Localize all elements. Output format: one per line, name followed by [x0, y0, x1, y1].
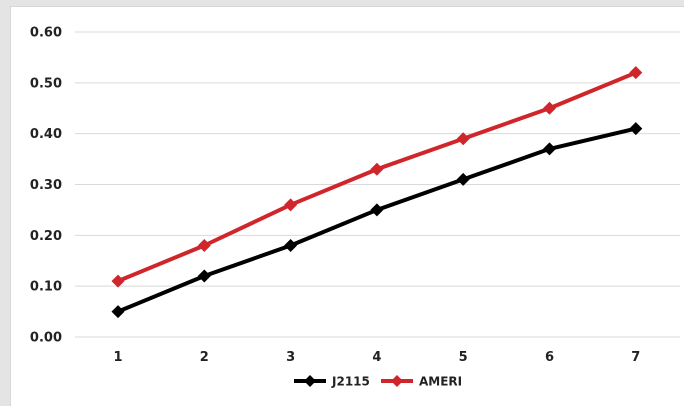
x-tick-label: 2	[200, 350, 209, 365]
x-tick-label: 5	[459, 350, 468, 365]
x-tick-label: 7	[631, 350, 640, 365]
series-lines	[111, 66, 643, 319]
legend-item-ameri: AMERI	[381, 375, 462, 389]
series-j2115	[111, 122, 643, 319]
legend-label: AMERI	[419, 375, 462, 389]
y-tick-label: 0.00	[30, 331, 62, 346]
y-tick-label: 0.50	[30, 76, 62, 91]
y-axis-tick-labels: 0.00 0.10 0.20 0.30 0.40 0.50 0.60	[30, 26, 62, 346]
data-point-marker	[629, 66, 643, 80]
series-ameri	[111, 66, 643, 288]
x-tick-label: 3	[286, 350, 295, 365]
chart-frame	[10, 6, 684, 406]
legend-marker	[304, 375, 316, 387]
legend-label: J2115	[331, 375, 370, 389]
legend: J2115 AMERI	[294, 375, 462, 389]
x-axis-tick-labels: 1 2 3 4 5 6 7	[113, 350, 640, 365]
data-point-marker	[370, 203, 384, 217]
data-point-marker	[284, 239, 298, 252]
y-tick-label: 0.30	[30, 178, 62, 193]
x-tick-label: 6	[545, 350, 554, 365]
series-line	[116, 70, 638, 284]
data-point-marker	[543, 142, 556, 156]
data-point-marker	[111, 274, 125, 288]
data-point-marker	[370, 162, 384, 176]
y-tick-label: 0.60	[30, 26, 62, 41]
data-point-marker	[456, 172, 470, 186]
x-tick-label: 4	[372, 350, 381, 365]
data-point-marker	[197, 269, 211, 283]
data-point-marker	[456, 132, 470, 146]
data-point-marker	[197, 239, 211, 252]
legend-item-j2115: J2115	[294, 375, 370, 389]
y-tick-label: 0.10	[30, 280, 62, 295]
data-point-marker	[543, 101, 556, 115]
y-tick-label: 0.40	[30, 127, 62, 142]
series-line	[116, 126, 638, 314]
data-point-marker	[284, 198, 298, 212]
data-point-marker	[629, 122, 643, 136]
y-tick-label: 0.20	[30, 229, 62, 244]
gridlines	[75, 31, 680, 338]
legend-marker	[391, 375, 403, 387]
x-tick-label: 1	[113, 350, 122, 365]
data-point-marker	[111, 305, 125, 319]
